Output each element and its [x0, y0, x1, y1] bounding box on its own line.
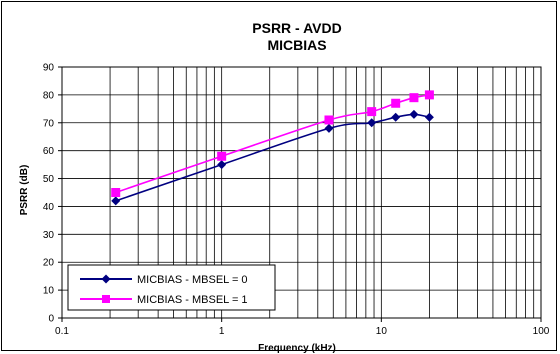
legend-label-mbsel1: MICBIAS - MBSEL = 1: [137, 294, 248, 306]
x-axis-label: Frequency (kHz): [258, 343, 336, 354]
y-tick-label: 30: [43, 230, 55, 241]
x-tick-label: 0.1: [55, 326, 69, 337]
chart-subtitle: MICBIAS: [267, 37, 326, 53]
series-0-point: [217, 160, 227, 170]
series-0-line: [115, 113, 430, 202]
y-axis-label: PSRR (dB): [19, 165, 30, 216]
series: [111, 90, 434, 206]
chart-title: PSRR - AVDD: [252, 20, 341, 36]
y-tick-label: 40: [43, 202, 55, 213]
series-0-point: [111, 196, 121, 206]
y-tick-label: 50: [43, 174, 55, 185]
series-0-point: [409, 109, 419, 119]
x-tick-label: 1: [219, 326, 225, 337]
legend-label-mbsel0: MICBIAS - MBSEL = 0: [137, 274, 248, 286]
plot-area: [61, 66, 542, 319]
legend-diamond-marker: [101, 274, 111, 284]
x-tick-label: 10: [376, 326, 388, 337]
series-0-point: [367, 118, 377, 128]
series-1-point: [217, 151, 227, 161]
series-0-point: [324, 123, 334, 133]
y-tick-label: 90: [43, 63, 55, 74]
series-1-point: [409, 93, 419, 103]
series-0-point: [424, 112, 434, 122]
y-tick-label: 70: [43, 118, 55, 129]
series-0-point: [391, 112, 401, 122]
y-tick-label: 20: [43, 258, 55, 269]
y-tick-label: 10: [43, 286, 55, 297]
series-1-point: [391, 98, 401, 108]
legend: MICBIAS - MBSEL = 0 MICBIAS - MBSEL = 1: [67, 264, 276, 311]
series-1-point: [424, 90, 434, 100]
legend-box: [67, 264, 276, 311]
legend-square-marker: [102, 295, 110, 303]
y-tick-label: 0: [48, 314, 54, 325]
series-1-point: [367, 107, 377, 117]
x-tick-label: 100: [533, 326, 550, 337]
series-1-point: [324, 115, 334, 125]
series-1-line: [115, 94, 430, 194]
axis-ticks: 0 10 20 30 40 50 60 70 80 90 0.1 1 10 100: [43, 63, 550, 338]
series-1-point: [111, 188, 121, 197]
y-tick-label: 80: [43, 90, 55, 101]
y-tick-label: 60: [43, 146, 55, 157]
